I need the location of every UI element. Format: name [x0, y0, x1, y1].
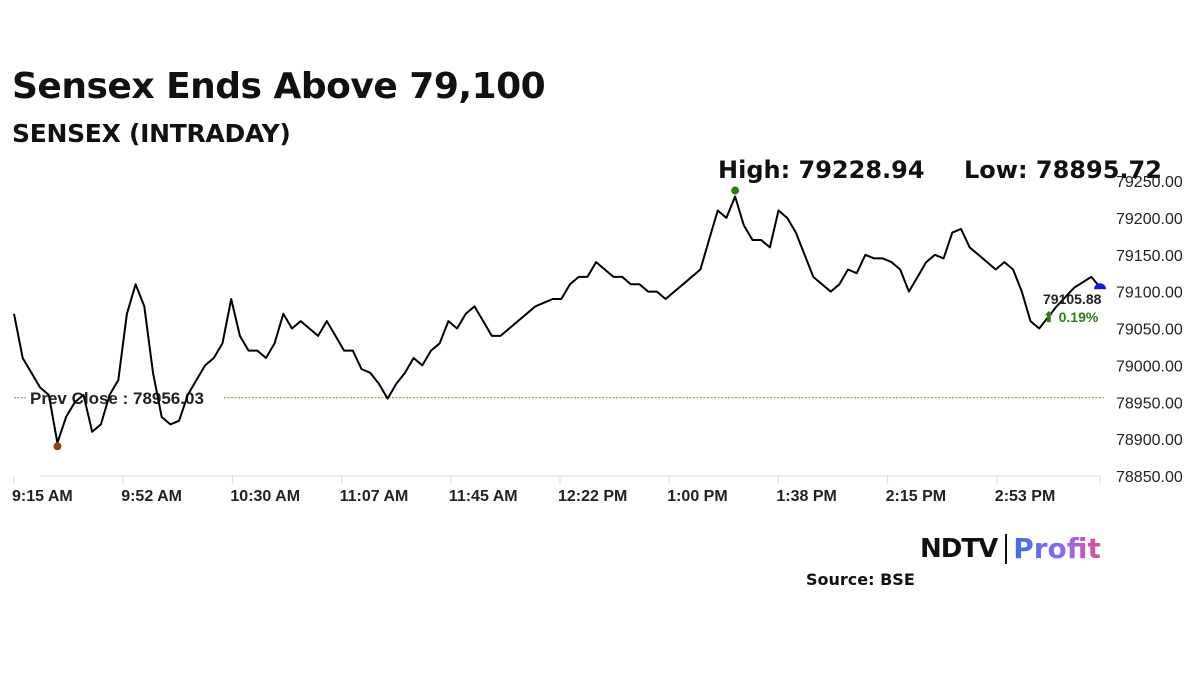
x-tick-label: 2:53 PM: [995, 488, 1055, 505]
y-tick-label: 79250.00: [1116, 174, 1183, 191]
chart-subtitle: SENSEX (INTRADAY): [12, 119, 291, 148]
y-axis: 79250.00 79200.00 79150.00 79100.00 79050.00…: [1116, 174, 1183, 486]
low-label: Low: 78895.72: [964, 156, 1162, 184]
x-tick-label: 2:15 PM: [886, 488, 946, 505]
brand-ndtv: NDTV: [920, 533, 998, 564]
x-tick-label: 10:30 AM: [230, 488, 300, 505]
y-tick-label: 79200.00: [1116, 211, 1183, 228]
y-tick-label: 78950.00: [1116, 395, 1183, 412]
y-tick-label: 78900.00: [1116, 432, 1183, 449]
brand-profit: Profit: [1013, 532, 1101, 565]
y-tick-label: 78850.00: [1116, 469, 1183, 486]
high-label: High: 79228.94: [718, 156, 925, 184]
prev-close-label: Prev Close : 78956.03: [30, 389, 204, 408]
x-tick-label: 11:45 AM: [449, 488, 518, 505]
y-tick-label: 79050.00: [1116, 322, 1183, 339]
x-tick-label: 1:00 PM: [667, 488, 727, 505]
high-marker: [731, 186, 740, 195]
source-note: Source: BSE: [806, 570, 915, 589]
x-tick-label: 12:22 PM: [558, 488, 627, 505]
ndtv-profit-logo: NDTV Profit: [920, 532, 1101, 565]
chart-title: Sensex Ends Above 79,100: [12, 66, 546, 107]
x-tick-label: 9:15 AM: [12, 488, 73, 505]
last-price-marker: [1094, 283, 1106, 290]
y-tick-label: 79150.00: [1116, 248, 1183, 265]
price-line: [13, 195, 1101, 444]
x-tick-label: 9:52 AM: [121, 488, 182, 505]
x-tick-label: 1:38 PM: [776, 488, 836, 505]
x-axis: 9:15 AM 9:52 AM 10:30 AM 11:07 AM 11:45 AM 12…: [12, 476, 1101, 505]
low-marker: [53, 442, 62, 451]
brand-divider: [1005, 533, 1008, 564]
y-tick-label: 79100.00: [1116, 285, 1183, 302]
change-percent-label: ⬆ 0.19%: [1043, 309, 1099, 325]
last-price-label: 79105.88: [1043, 291, 1102, 307]
x-tick-label: 11:07 AM: [340, 488, 409, 505]
y-tick-label: 79000.00: [1116, 358, 1183, 375]
